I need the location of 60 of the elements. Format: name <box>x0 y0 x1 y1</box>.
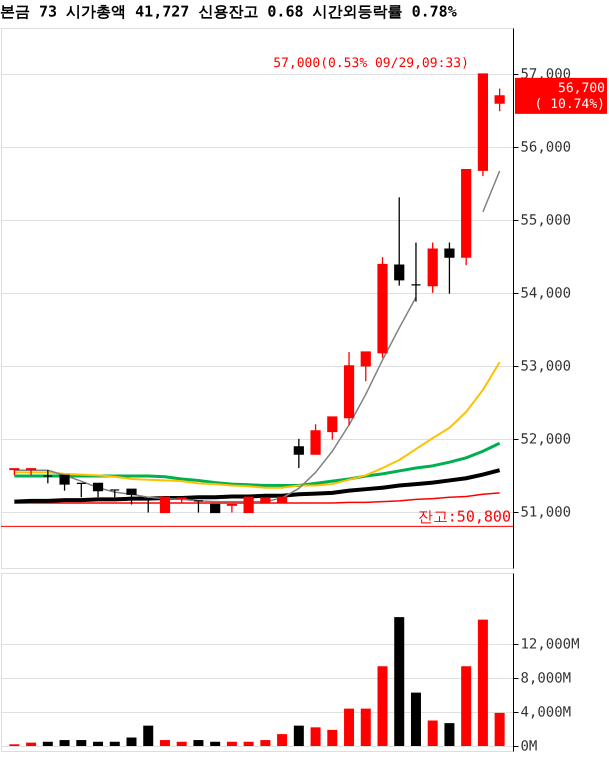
bar <box>42 742 53 746</box>
y-tick-label: 0M <box>520 738 538 754</box>
y-tick-label: 54,000 <box>520 285 572 302</box>
candlestick <box>92 482 104 498</box>
bar <box>277 734 288 746</box>
y-tick-label: 4,000M <box>520 704 572 721</box>
candlestick <box>294 438 304 469</box>
annotation: 57,000(0.53% 09/29,09:33) <box>273 56 469 71</box>
ref-line-label: 잔고:50,800 <box>418 507 511 526</box>
line-series <box>13 361 501 489</box>
text: ( 10.74%) <box>534 96 605 112</box>
y-tick-label: 53,000 <box>520 358 572 374</box>
candlestick <box>42 470 53 484</box>
bar <box>428 720 438 746</box>
bar <box>494 712 505 746</box>
bar <box>310 727 321 746</box>
bar <box>193 740 204 746</box>
candlestick <box>360 351 371 382</box>
bar <box>478 620 488 746</box>
candlestick <box>327 416 338 440</box>
candlestick <box>26 468 36 476</box>
candlestick <box>59 474 70 492</box>
bar <box>160 740 170 746</box>
candlestick <box>110 489 120 498</box>
y-tick-label: 56,000 <box>520 139 572 156</box>
bar <box>60 740 70 746</box>
bar <box>394 617 404 746</box>
y-tick-label: 51,000 <box>520 504 572 520</box>
bar <box>410 692 421 746</box>
bar <box>344 708 354 746</box>
candlestick <box>310 424 321 455</box>
bar <box>244 742 254 746</box>
candlestick <box>494 88 505 112</box>
bar <box>378 666 388 746</box>
y-tick-label: 52,000 <box>520 431 572 448</box>
candlestick <box>444 242 455 294</box>
bar <box>461 666 472 746</box>
bar <box>176 742 187 746</box>
bar <box>76 740 86 746</box>
bar <box>143 726 154 746</box>
candlestick <box>76 482 86 498</box>
candlestick <box>394 196 404 286</box>
bar <box>226 742 237 746</box>
candlestick <box>410 242 422 302</box>
bar <box>294 726 304 746</box>
chart-title: 본금 73 시가총액 41,727 신용잔고 0.68 시간외등락률 0.78% <box>0 2 457 20</box>
bar <box>26 742 36 746</box>
candlestick <box>9 468 20 476</box>
y-tick-label: 8,000M <box>520 670 572 687</box>
bar <box>93 742 104 746</box>
bar <box>327 730 338 746</box>
y-tick-label: 12,000M <box>520 636 580 653</box>
y-tick-label: 55,000 <box>520 212 572 228</box>
bar <box>126 738 136 746</box>
bar <box>210 742 220 746</box>
bar <box>260 740 270 746</box>
bar <box>360 708 371 746</box>
text: 56,700 <box>558 80 605 96</box>
bar <box>444 723 454 746</box>
bar <box>110 742 120 746</box>
